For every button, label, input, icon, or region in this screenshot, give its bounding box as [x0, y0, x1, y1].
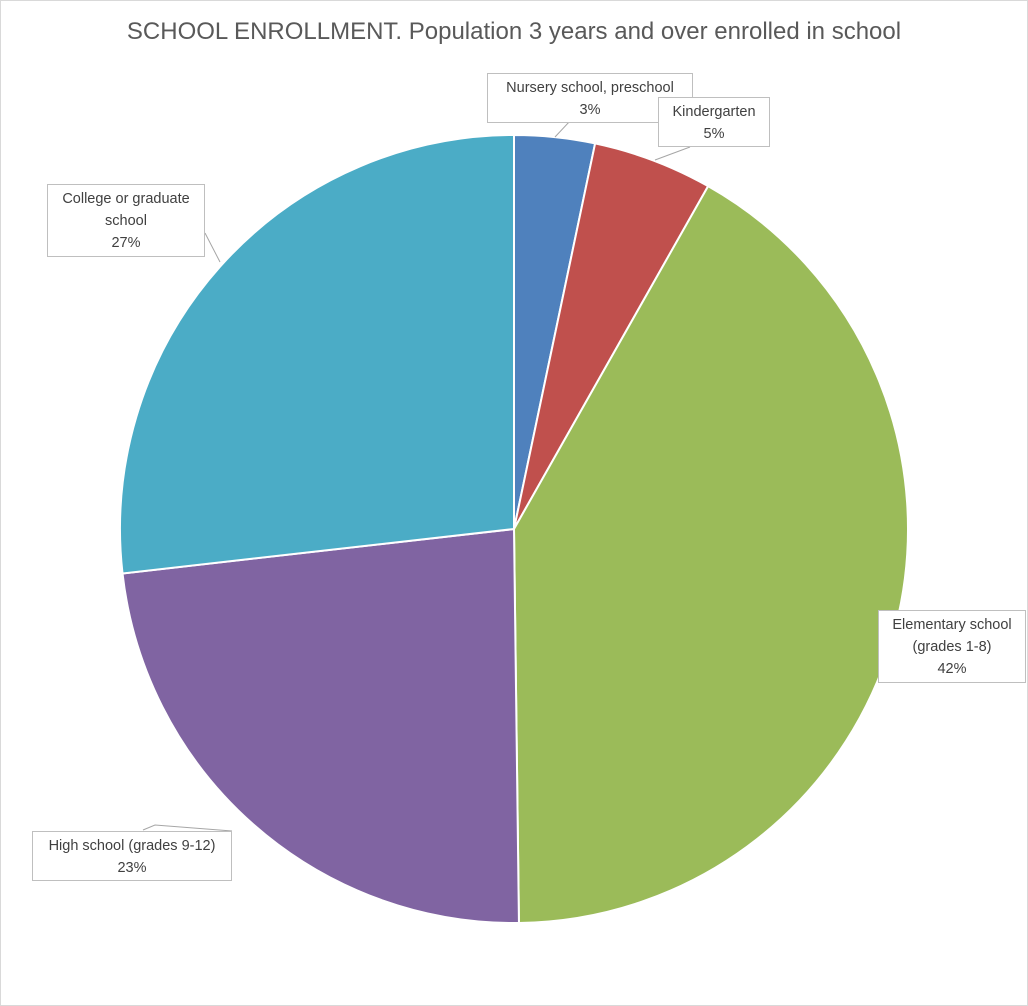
pie-slice-high-school: [121, 527, 520, 924]
label-text: Kindergarten: [672, 104, 756, 120]
label-value: 5%: [703, 126, 725, 142]
label-value: 42%: [937, 661, 967, 677]
data-label-elementary: Elementary school (grades 1-8) 42%: [878, 610, 1026, 683]
label-value: 3%: [579, 102, 601, 118]
data-label-kindergarten: Kindergarten 5%: [658, 97, 770, 147]
leader-line-kindergarten: [654, 146, 691, 161]
pie-slice-college: [119, 133, 515, 575]
label-text: Nursery school, preschool: [506, 80, 674, 96]
label-text: school: [105, 213, 147, 229]
leader-line-nursery: [554, 120, 571, 138]
label-text: (grades 1-8): [912, 639, 992, 655]
label-text: Elementary school: [892, 617, 1012, 633]
label-value: 27%: [111, 235, 141, 251]
leader-line-college: [204, 232, 221, 263]
data-label-high-school: High school (grades 9-12) 23%: [32, 831, 232, 881]
label-text: High school (grades 9-12): [48, 838, 216, 854]
label-text: College or graduate: [62, 191, 190, 207]
data-label-college: College or graduate school 27%: [47, 184, 205, 257]
leader-line-high-school: [142, 824, 233, 832]
label-value: 23%: [117, 860, 147, 876]
chart-title: SCHOOL ENROLLMENT. Population 3 years an…: [126, 18, 902, 45]
